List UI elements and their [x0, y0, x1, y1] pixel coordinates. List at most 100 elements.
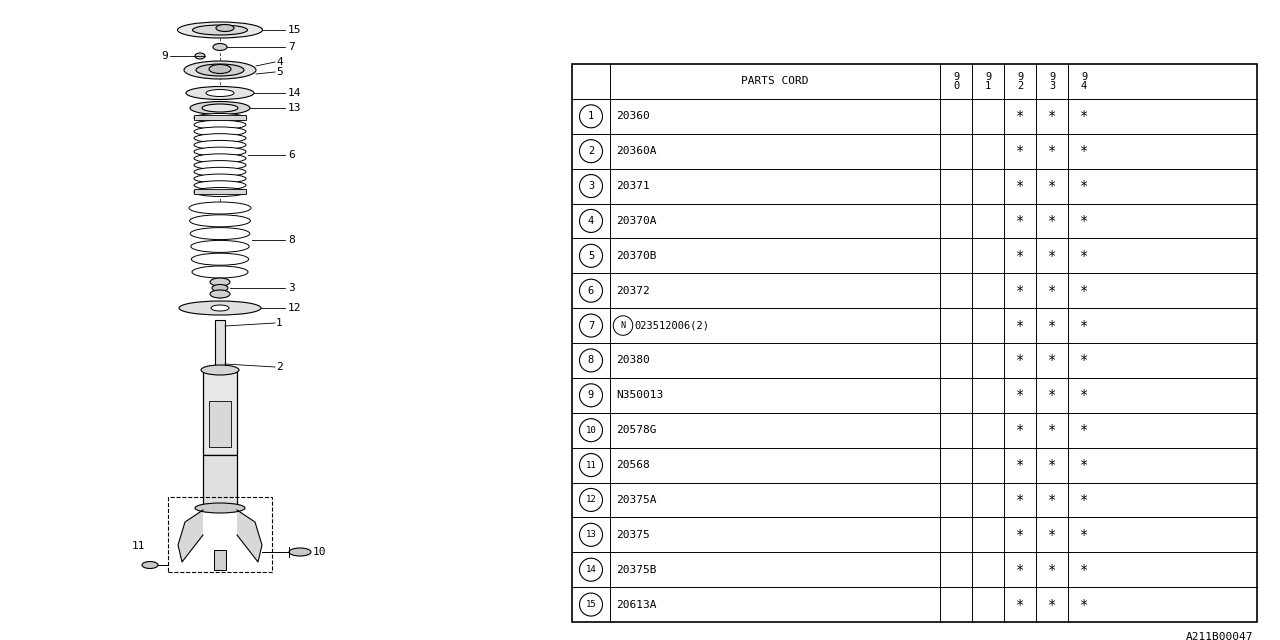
Ellipse shape [184, 61, 256, 79]
Ellipse shape [195, 503, 244, 513]
Text: *: * [1016, 598, 1024, 612]
Text: A211B00047: A211B00047 [1185, 632, 1253, 640]
Text: 11: 11 [132, 541, 145, 551]
Text: N: N [621, 321, 626, 330]
Text: 9
2: 9 2 [1016, 72, 1023, 91]
Text: *: * [1048, 458, 1056, 472]
Text: 20372: 20372 [616, 285, 650, 296]
Text: *: * [1080, 284, 1088, 298]
Text: 20370B: 20370B [616, 251, 657, 261]
Text: *: * [1016, 528, 1024, 542]
Text: 5: 5 [588, 251, 594, 261]
Text: 20360A: 20360A [616, 146, 657, 156]
Text: 9
3: 9 3 [1048, 72, 1055, 91]
Text: 20578G: 20578G [616, 425, 657, 435]
Ellipse shape [142, 561, 157, 568]
Text: *: * [1016, 249, 1024, 263]
Bar [204, 372, 237, 455]
Text: 15: 15 [586, 600, 596, 609]
Ellipse shape [192, 25, 247, 35]
Text: 20380: 20380 [616, 355, 650, 365]
Text: *: * [1016, 458, 1024, 472]
Text: 7: 7 [588, 321, 594, 331]
Bar [209, 401, 230, 447]
Text: *: * [1048, 214, 1056, 228]
Text: 11: 11 [586, 461, 596, 470]
Ellipse shape [211, 305, 229, 311]
Ellipse shape [186, 86, 253, 99]
Ellipse shape [206, 90, 234, 97]
Text: 9: 9 [161, 51, 168, 61]
Text: *: * [1080, 109, 1088, 124]
Text: 10: 10 [314, 547, 326, 557]
Ellipse shape [178, 22, 262, 38]
Text: 6: 6 [288, 150, 294, 160]
Text: *: * [1048, 493, 1056, 507]
Ellipse shape [195, 188, 246, 196]
Text: 9
4: 9 4 [1080, 72, 1087, 91]
Text: 12: 12 [288, 303, 302, 313]
Text: *: * [1048, 388, 1056, 403]
Ellipse shape [195, 53, 205, 59]
Text: *: * [1016, 493, 1024, 507]
Text: 9
1: 9 1 [984, 72, 991, 91]
Text: 13: 13 [288, 103, 302, 113]
Text: 6: 6 [588, 285, 594, 296]
Text: *: * [1080, 493, 1088, 507]
Text: *: * [1080, 458, 1088, 472]
Text: 1: 1 [588, 111, 594, 122]
Text: 20375: 20375 [616, 530, 650, 540]
Text: 2: 2 [276, 362, 283, 372]
Text: *: * [1048, 144, 1056, 158]
Ellipse shape [195, 147, 246, 156]
Ellipse shape [195, 140, 246, 149]
Text: *: * [1080, 528, 1088, 542]
Text: 20360: 20360 [616, 111, 650, 122]
Text: *: * [1048, 284, 1056, 298]
Ellipse shape [195, 154, 246, 163]
Text: *: * [1080, 179, 1088, 193]
Text: N350013: N350013 [616, 390, 663, 400]
Text: *: * [1016, 563, 1024, 577]
Polygon shape [237, 510, 262, 562]
Ellipse shape [195, 174, 246, 183]
Bar [195, 115, 246, 120]
Text: 7: 7 [288, 42, 294, 52]
Text: *: * [1048, 319, 1056, 333]
Ellipse shape [189, 215, 251, 227]
Text: 20375A: 20375A [616, 495, 657, 505]
Text: *: * [1016, 109, 1024, 124]
Text: *: * [1080, 423, 1088, 437]
Text: 20613A: 20613A [616, 600, 657, 609]
Ellipse shape [191, 241, 250, 252]
Text: PARTS CORD: PARTS CORD [741, 76, 809, 86]
Text: *: * [1048, 598, 1056, 612]
Text: *: * [1016, 388, 1024, 403]
Text: 4: 4 [588, 216, 594, 226]
Ellipse shape [195, 134, 246, 143]
Text: *: * [1016, 144, 1024, 158]
Text: 023512006(2): 023512006(2) [635, 321, 710, 331]
Text: *: * [1080, 319, 1088, 333]
Ellipse shape [179, 301, 261, 315]
Text: *: * [1016, 423, 1024, 437]
Text: 8: 8 [288, 235, 294, 245]
Text: 3: 3 [288, 283, 294, 293]
Text: *: * [1048, 563, 1056, 577]
Ellipse shape [212, 44, 227, 51]
Ellipse shape [210, 278, 230, 286]
Ellipse shape [289, 548, 311, 556]
Bar [214, 550, 227, 570]
Text: *: * [1048, 179, 1056, 193]
Bar [195, 189, 246, 194]
Text: *: * [1048, 353, 1056, 367]
Text: *: * [1048, 528, 1056, 542]
Text: *: * [1048, 423, 1056, 437]
Ellipse shape [192, 253, 248, 265]
Text: *: * [1080, 563, 1088, 577]
Ellipse shape [212, 285, 228, 291]
Text: 3: 3 [588, 181, 594, 191]
Ellipse shape [202, 104, 238, 112]
Text: 13: 13 [586, 531, 596, 540]
Text: 2: 2 [588, 146, 594, 156]
